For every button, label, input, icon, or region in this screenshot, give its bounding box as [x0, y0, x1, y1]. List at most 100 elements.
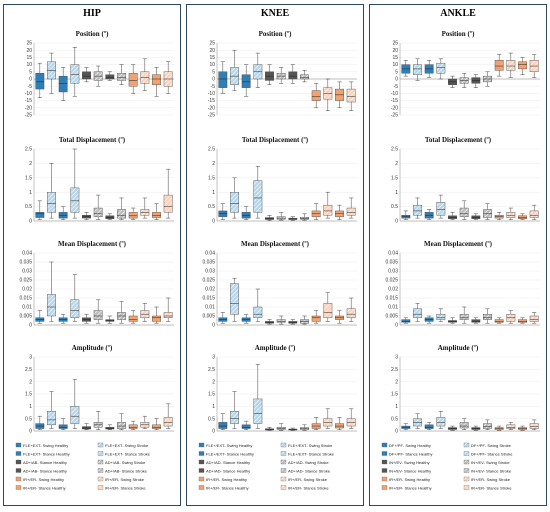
box-plot: [230, 277, 239, 322]
box-plot: [529, 312, 539, 324]
box-plot: [253, 364, 263, 429]
legend-label: FLE+/EXT- Swing Stroke: [288, 443, 333, 448]
legend-item: IN+/EV- Stance Healthy: [381, 468, 431, 474]
legend-item: FLE+/EXT- Swing Stroke: [280, 442, 333, 448]
legend-item: IR+/ER- Stance Healthy: [15, 485, 66, 491]
y-tick-label: 0.035: [202, 260, 215, 266]
legend-item: FLE+EXT- Swing Stroke: [97, 442, 149, 448]
legend-item: AD+/AB- Stance Healthy: [15, 459, 67, 465]
legend-swatch: [381, 476, 388, 482]
box-plot: [401, 210, 411, 220]
legend-item: FLE+/EXT- Stance Healthy: [198, 451, 254, 457]
y-tick-label: 1: [395, 190, 398, 196]
box-plot: [311, 310, 321, 324]
y-tick-label: 3: [212, 355, 215, 361]
y-tick-label: 0: [212, 323, 215, 329]
legend-swatch: [97, 459, 104, 465]
y-tick-label: 25: [26, 41, 32, 47]
y-tick-label: 0: [212, 429, 215, 435]
y-tick-label: 15: [26, 55, 32, 61]
legend-item: AD+/AD- Stance Healthy: [198, 468, 250, 474]
y-tick-label: 0: [395, 219, 398, 225]
y-tick-label: 1: [29, 404, 32, 410]
box-plot: [128, 420, 138, 431]
box-plot: [117, 301, 126, 324]
box-plot: [311, 417, 321, 431]
y-tick-label: 0.03: [22, 269, 32, 275]
box-plot: [288, 319, 298, 325]
ankle-subplot-2: Mean Displacement (º) 0 0.005 0.01 0.015 0.02…: [385, 240, 540, 329]
y-tick-label: -10: [391, 91, 398, 97]
y-tick-label: 1.5: [208, 175, 215, 181]
box-plot: [82, 67, 91, 83]
box-plot: [471, 317, 481, 324]
y-tick-label: 2.5: [25, 367, 32, 373]
y-tick-label: 0.01: [22, 305, 32, 311]
box-plot: [494, 317, 504, 324]
y-tick-label: -10: [25, 91, 32, 97]
y-tick-label: 1: [29, 190, 32, 196]
subplot-title: Position (º): [442, 30, 476, 38]
legend-swatch: [198, 459, 205, 465]
y-tick-label: 2.5: [25, 147, 32, 153]
box-plot: [128, 64, 138, 94]
joint-title-hip: HIP: [83, 8, 101, 19]
y-tick-label: -20: [391, 105, 398, 111]
legend-item: IR+/ER- Stance Stroke: [463, 485, 512, 491]
y-tick-label: 15: [392, 55, 398, 61]
box-plot: [346, 408, 356, 429]
box-plot: [230, 49, 239, 91]
box-plot: [311, 83, 321, 109]
subplot-title: Total Displacement (º): [425, 136, 492, 144]
y-tick-label: 0: [395, 323, 398, 329]
box-plot: [436, 58, 446, 80]
box-plot: [218, 413, 228, 431]
subplot-title: Mean Displacement (º): [58, 240, 127, 248]
y-tick-label: 25: [392, 41, 398, 47]
box-plot: [265, 214, 274, 221]
box-plot: [265, 427, 274, 431]
y-tick-label: 0.04: [388, 251, 398, 257]
y-tick-label: 0.035: [19, 260, 32, 266]
legend-label: FLE+/EXT- Stance Healthy: [206, 452, 254, 457]
y-tick-label: 0: [29, 219, 32, 225]
box-plot: [424, 60, 434, 78]
box-plot: [117, 64, 126, 86]
legend-swatch: [280, 468, 287, 473]
legend-swatch: [381, 442, 388, 448]
box-plot: [93, 411, 103, 431]
y-tick-label: 0: [29, 323, 32, 329]
y-tick-label: 2.5: [391, 367, 398, 373]
legend-swatch: [463, 459, 470, 465]
legend-label: IR+/ER- Swing Healthy: [206, 477, 247, 482]
box-plot: [529, 204, 539, 220]
legend-item: AD+/AD- Stance Stroke: [280, 468, 331, 474]
box-plot: [82, 313, 91, 324]
legend-item: IR+/ER- Stance Stroke: [280, 485, 329, 491]
box-plot: [288, 216, 298, 221]
legend-item: IR+/ER- Stance Healthy: [381, 485, 432, 491]
legend-item: IR+/ER- Swing Stroke: [280, 476, 328, 482]
y-tick-label: 0.025: [385, 278, 398, 284]
box-plot: [163, 403, 173, 429]
y-tick-label: -20: [208, 105, 215, 111]
box-plot: [230, 391, 239, 429]
box-plot: [70, 274, 80, 322]
hip-subplot-2: Mean Displacement (º) 0 0.005 0.01 0.015 0.02…: [19, 240, 174, 329]
y-tick-label: 0: [212, 219, 215, 225]
legend-label: IR+/ER- Stance Healthy: [389, 486, 432, 491]
legend-swatch: [381, 459, 388, 465]
legend-label: FLE+EXT- Stance Stroke: [105, 452, 151, 457]
y-tick-label: 2.5: [208, 147, 215, 153]
box-plot: [401, 60, 411, 77]
knee-legend: FLE+/EXT- Swing Healthy FLE+/EXT- Swing S…: [198, 442, 335, 491]
y-tick-label: -25: [208, 113, 215, 119]
y-tick-label: 0: [29, 77, 32, 83]
box-plot: [265, 319, 274, 325]
box-plot: [35, 415, 45, 431]
legend-swatch: [280, 485, 287, 490]
y-tick-label: 1.5: [391, 175, 398, 181]
legend-swatch: [97, 451, 104, 456]
y-tick-label: 25: [209, 41, 215, 47]
